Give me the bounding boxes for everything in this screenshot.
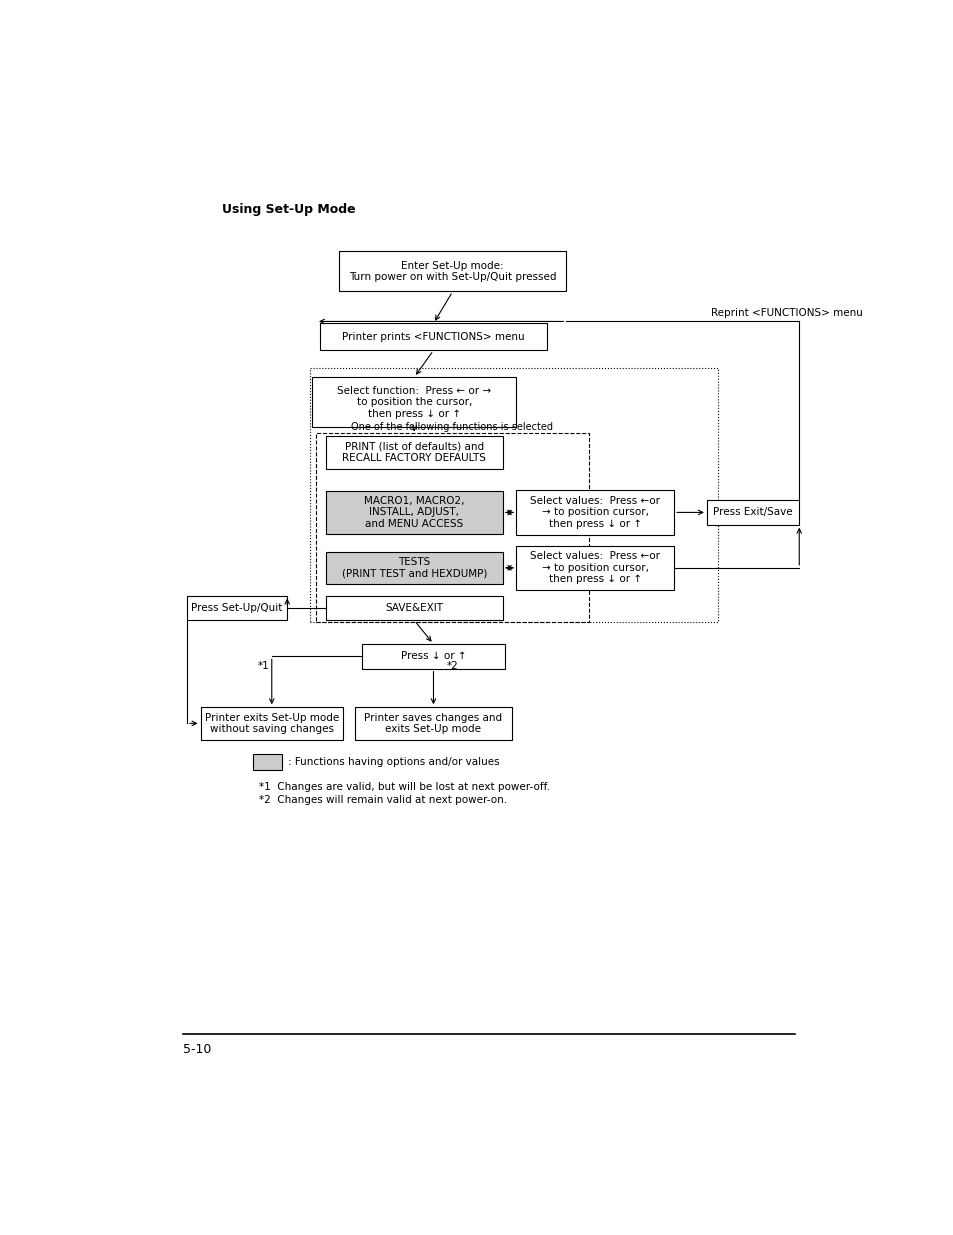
Text: Using Set-Up Mode: Using Set-Up Mode (221, 204, 355, 216)
Text: Select values:  Press ←or
→ to position cursor,
then press ↓ or ↑: Select values: Press ←or → to position c… (530, 551, 659, 584)
Text: Printer exits Set-Up mode
without saving changes: Printer exits Set-Up mode without saving… (205, 713, 338, 734)
Bar (325, 492, 502, 534)
Text: Select function:  Press ← or →
to position the cursor,
then press ↓ or ↑: Select function: Press ← or → to positio… (336, 385, 491, 419)
Bar (325, 595, 502, 620)
Text: One of the following functions is selected: One of the following functions is select… (351, 421, 553, 431)
Text: PRINT (list of defaults) and
RECALL FACTORY DEFAULTS: PRINT (list of defaults) and RECALL FACT… (342, 442, 486, 463)
Text: Select values:  Press ←or
→ to position cursor,
then press ↓ or ↑: Select values: Press ←or → to position c… (530, 495, 659, 529)
Text: *1: *1 (258, 661, 270, 671)
Bar (315, 433, 588, 621)
Text: 5-10: 5-10 (183, 1042, 212, 1056)
Text: SAVE&EXIT: SAVE&EXIT (385, 603, 443, 613)
Text: MACRO1, MACRO2,
INSTALL, ADJUST,
and MENU ACCESS: MACRO1, MACRO2, INSTALL, ADJUST, and MEN… (364, 495, 464, 529)
Text: Enter Set-Up mode:
Turn power on with Set-Up/Quit pressed: Enter Set-Up mode: Turn power on with Se… (349, 261, 556, 283)
Bar (325, 436, 502, 468)
Bar (706, 500, 799, 525)
Bar (187, 595, 287, 620)
Bar (355, 708, 512, 740)
Text: : Functions having options and/or values: : Functions having options and/or values (288, 757, 499, 767)
Text: Press ↓ or ↑: Press ↓ or ↑ (400, 651, 466, 662)
Bar (339, 252, 566, 291)
Bar (325, 552, 502, 584)
Text: Press Exit/Save: Press Exit/Save (713, 508, 792, 517)
Text: TESTS
(PRINT TEST and HEXDUMP): TESTS (PRINT TEST and HEXDUMP) (341, 557, 486, 579)
Bar (516, 490, 674, 535)
Text: Reprint <FUNCTIONS> menu: Reprint <FUNCTIONS> menu (710, 308, 862, 317)
Bar (310, 368, 718, 621)
Bar (200, 708, 343, 740)
Bar (516, 546, 674, 590)
Text: *2  Changes will remain valid at next power-on.: *2 Changes will remain valid at next pow… (258, 795, 506, 805)
Bar (253, 755, 281, 769)
Bar (312, 377, 516, 427)
Text: Printer prints <FUNCTIONS> menu: Printer prints <FUNCTIONS> menu (342, 332, 524, 342)
Bar (319, 324, 546, 351)
Bar (362, 645, 504, 668)
Text: Press Set-Up/Quit: Press Set-Up/Quit (192, 603, 282, 613)
Text: *2: *2 (446, 661, 458, 671)
Text: *1  Changes are valid, but will be lost at next power-off.: *1 Changes are valid, but will be lost a… (258, 782, 549, 793)
Text: Printer saves changes and
exits Set-Up mode: Printer saves changes and exits Set-Up m… (364, 713, 502, 734)
